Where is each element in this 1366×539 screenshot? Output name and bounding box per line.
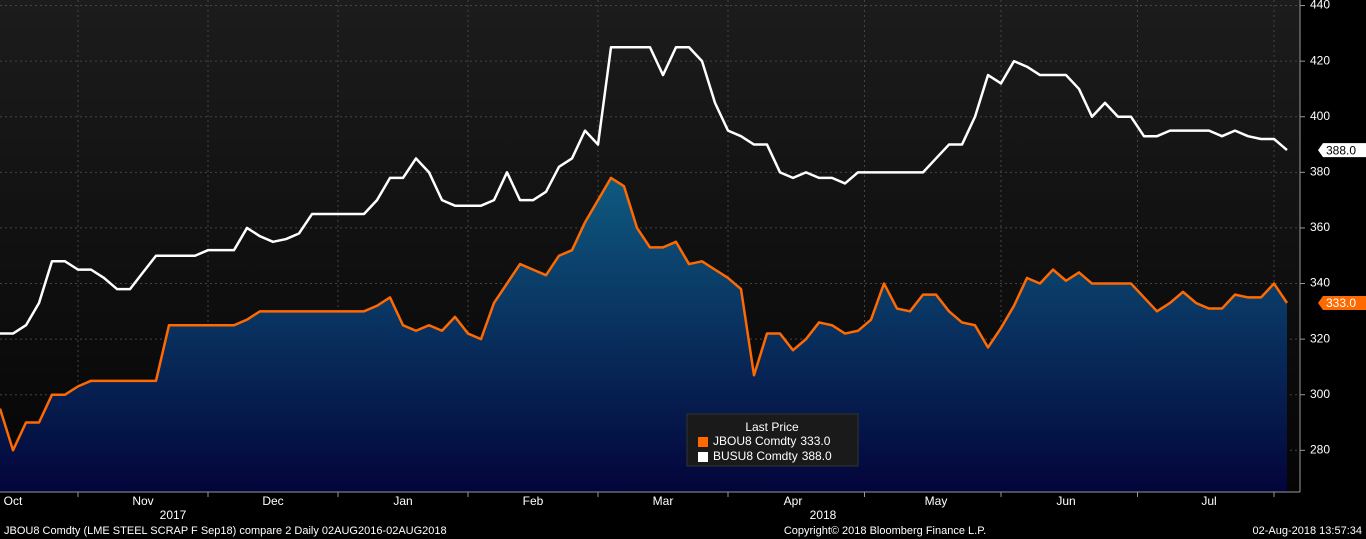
legend-name: BUSU8 Comdty [713, 449, 798, 463]
y-tick-label: 280 [1310, 442, 1330, 456]
legend-label: JBOU8 Comdty 333.0 [713, 434, 831, 448]
last-value-tag [1318, 295, 1366, 310]
x-tick-label: Oct [4, 494, 23, 508]
x-tick-label: Dec [262, 494, 283, 508]
x-tick-label: Jun [1056, 494, 1075, 508]
series-line [0, 46, 1288, 335]
legend-value: 388.0 [802, 449, 832, 463]
legend-value: 333.0 [800, 434, 830, 448]
y-tick-label: 400 [1310, 109, 1330, 123]
legend-box [686, 413, 859, 467]
last-value-label: 388.0 [1326, 143, 1356, 157]
series-line [0, 176, 1289, 452]
footer-center: Copyright© 2018 Bloomberg Finance L.P. [784, 525, 986, 537]
x-tick-label: May [925, 494, 948, 508]
year-label: 2018 [810, 508, 837, 522]
footer-left: JBOU8 Comdty (LME STEEL SCRAP F Sep18) c… [4, 525, 447, 537]
legend-label: BUSU8 Comdty 388.0 [713, 449, 832, 463]
x-tick-label: Jan [393, 494, 412, 508]
y-tick-label: 360 [1310, 220, 1330, 234]
y-tick-label: 320 [1310, 331, 1330, 345]
series-area [0, 177, 1287, 492]
x-tick-label: Nov [132, 494, 153, 508]
y-tick-label: 340 [1310, 276, 1330, 290]
legend-swatch [698, 452, 708, 462]
last-value-tag [1318, 143, 1366, 158]
year-label: 2017 [160, 508, 187, 522]
x-tick-label: Jul [1201, 494, 1216, 508]
y-tick-label: 440 [1310, 0, 1330, 12]
last-value-label: 333.0 [1326, 296, 1356, 310]
y-tick-label: 380 [1310, 165, 1330, 179]
x-tick-label: Feb [523, 494, 544, 508]
x-tick-label: Mar [653, 494, 674, 508]
y-tick-label: 300 [1310, 387, 1330, 401]
footer-right: 02-Aug-2018 13:57:34 [1253, 525, 1362, 537]
legend-swatch [698, 437, 708, 447]
legend-title: Last Price [745, 420, 799, 434]
y-tick-label: 420 [1310, 53, 1330, 67]
x-tick-label: Apr [784, 494, 803, 508]
legend-name: JBOU8 Comdty [713, 434, 796, 448]
